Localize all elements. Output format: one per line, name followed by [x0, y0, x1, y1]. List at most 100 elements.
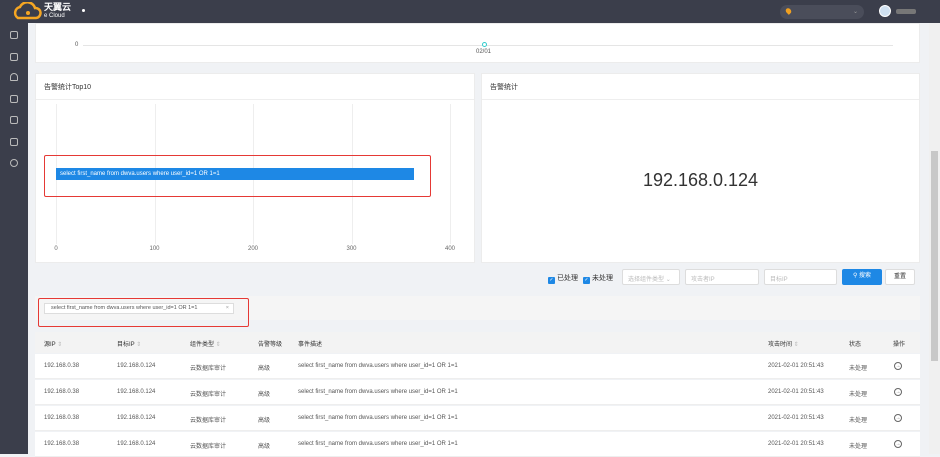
detail-arrow-icon[interactable]: →	[894, 440, 902, 448]
alarm-stats-card: 告警统计 192.168.0.124	[481, 73, 920, 263]
x-tick-label: 100	[149, 246, 160, 252]
sort-icon[interactable]: ⇕	[215, 342, 221, 348]
highlight-box	[44, 155, 431, 197]
stat-value: 192.168.0.124	[642, 170, 759, 190]
database-icon[interactable]	[10, 138, 18, 146]
table-cell: 2021-02-01 20:51:43	[768, 441, 824, 447]
bar[interactable]: select first_name from dwva.users where …	[56, 168, 414, 180]
table-cell: 192.168.0.124	[117, 441, 156, 447]
unprocessed-checkbox[interactable]: ✓ 未处理	[583, 273, 613, 284]
top-bar: 天翼云 e Cloud ⌄	[0, 0, 940, 23]
chevron-down-icon: ⌄	[665, 277, 671, 283]
user-menu[interactable]	[896, 9, 916, 14]
table-cell: 云数据库审计	[190, 366, 227, 372]
search-button[interactable]: ⚲ 搜索	[842, 269, 882, 285]
bell-icon[interactable]	[10, 73, 18, 81]
table-row	[35, 406, 920, 431]
table-cell: 192.168.0.38	[44, 415, 80, 421]
status-dot	[82, 9, 85, 12]
cube-icon[interactable]	[10, 95, 18, 103]
search-icon: ⚲	[852, 273, 860, 279]
divider	[482, 99, 919, 100]
processed-checkbox[interactable]: ✓ 已处理	[548, 273, 578, 284]
scrollbar-thumb[interactable]	[931, 151, 938, 361]
folder-icon[interactable]	[10, 53, 18, 61]
column-header[interactable]: 源IP ⇕	[44, 339, 62, 348]
sort-icon[interactable]: ⇕	[136, 342, 142, 348]
reset-button[interactable]: 重置	[885, 269, 915, 285]
placeholder: 选择组件类型	[628, 277, 665, 283]
table-cell: 云数据库审计	[190, 444, 227, 450]
column-header[interactable]: 目标IP ⇕	[117, 339, 141, 348]
card-title: 告警统计	[490, 84, 518, 91]
y-tick: 0	[75, 42, 79, 48]
sort-icon[interactable]: ⇕	[793, 342, 799, 348]
table-header	[35, 332, 920, 353]
cloud-logo-icon	[13, 2, 42, 20]
filter-tag[interactable]: select first_name from dwva.users where …	[44, 303, 234, 314]
table-cell: 高级	[258, 392, 271, 398]
header-label: 状态	[849, 342, 862, 348]
location-icon	[784, 7, 793, 15]
trend-chart-card: 0 02/01	[35, 23, 920, 63]
gear-icon[interactable]	[10, 159, 18, 167]
detail-arrow-icon[interactable]: →	[894, 414, 902, 422]
table-cell: 高级	[258, 444, 271, 450]
table-cell: 2021-02-01 20:51:43	[768, 389, 824, 395]
column-header: 操作	[893, 339, 905, 348]
header-label: 攻击时间	[768, 342, 793, 348]
table-cell: select first_name from dwva.users where …	[298, 389, 458, 395]
header-label: 目标IP	[117, 342, 135, 348]
detail-arrow-icon[interactable]: →	[894, 388, 902, 396]
table-cell: select first_name from dwva.users where …	[298, 363, 458, 369]
table-cell: 未处理	[849, 444, 868, 450]
sidebar	[0, 23, 28, 454]
checkbox-label: 已处理	[557, 275, 578, 282]
home-icon[interactable]	[10, 31, 18, 39]
table-cell: 云数据库审计	[190, 392, 227, 398]
table-cell: select first_name from dwva.users where …	[298, 441, 458, 447]
x-tick-label: 0	[54, 246, 58, 252]
table-cell: 192.168.0.124	[117, 415, 156, 421]
table-cell: 2021-02-01 20:51:43	[768, 415, 824, 421]
monitor-icon[interactable]	[10, 116, 18, 124]
x-tick-label: 400	[444, 246, 456, 252]
table-cell: 192.168.0.38	[44, 363, 80, 369]
header-label: 告警等级	[258, 342, 283, 348]
placeholder: 攻击者IP	[691, 277, 715, 283]
table-cell: 192.168.0.38	[44, 441, 80, 447]
table-cell: 未处理	[849, 366, 868, 372]
attacker-ip-input[interactable]: 攻击者IP	[685, 269, 759, 285]
scrollbar[interactable]	[929, 23, 940, 454]
target-ip-input[interactable]: 目标IP	[764, 269, 837, 285]
detail-arrow-icon[interactable]: →	[894, 362, 902, 370]
table-cell: 192.168.0.124	[117, 389, 156, 395]
region-select[interactable]: ⌄	[780, 5, 864, 19]
bar-label: select first_name from dwva.users where …	[60, 171, 220, 177]
sort-icon[interactable]: ⇕	[57, 342, 63, 348]
column-header: 事件描述	[298, 339, 322, 348]
table-cell: 高级	[258, 366, 271, 372]
table-cell: 未处理	[849, 418, 868, 424]
table-row	[35, 354, 920, 379]
header-label: 操作	[893, 342, 906, 348]
card-title: 告警统计Top10	[44, 84, 92, 91]
table-cell: select first_name from dwva.users where …	[298, 415, 458, 421]
column-header[interactable]: 组件类型 ⇕	[190, 339, 221, 348]
header-label: 事件描述	[298, 342, 323, 348]
component-type-select[interactable]: 选择组件类型 ⌄	[622, 269, 680, 285]
column-header: 状态	[849, 339, 861, 348]
grid-line	[450, 104, 451, 244]
column-header[interactable]: 攻击时间 ⇕	[768, 339, 799, 348]
header-label: 组件类型	[190, 342, 215, 348]
chevron-down-icon: ⌄	[852, 9, 858, 15]
data-point	[482, 42, 487, 47]
table-cell: 未处理	[849, 392, 868, 398]
header-label: 源IP	[44, 342, 56, 348]
table-cell: 高级	[258, 418, 271, 424]
x-tick-label: 200	[247, 246, 259, 252]
tag-label: select first_name from dwva.users where …	[51, 305, 198, 311]
close-icon[interactable]: ×	[225, 305, 229, 311]
button-label: 搜索	[859, 273, 872, 279]
avatar[interactable]	[879, 5, 891, 17]
